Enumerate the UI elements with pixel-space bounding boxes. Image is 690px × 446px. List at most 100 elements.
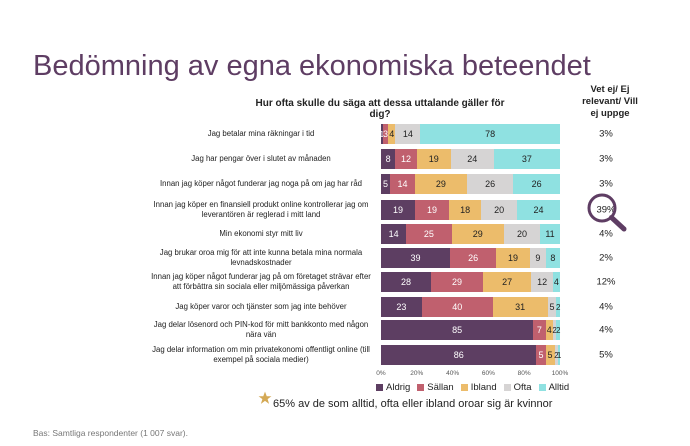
row-label: Jag köper varor och tjänster som jag int… <box>175 302 347 312</box>
bar-segment-alltid: 11 <box>540 224 560 244</box>
stacked-bar: 28 29 27 12 4 <box>381 272 560 292</box>
bar-segment-alltid: 26 <box>513 174 560 194</box>
row-label: Jag delar lösenord och PIN-kod för mitt … <box>153 320 369 339</box>
bar-segment-ofta: 20 <box>503 224 541 244</box>
legend-swatch <box>538 384 546 391</box>
dont-know-value: 3% <box>599 178 613 190</box>
legend-swatch <box>376 384 383 391</box>
bar-segment-aldrig: 1 <box>380 124 384 144</box>
bar-segment-ofta: 5 <box>547 297 557 317</box>
row-label: Jag brukar oroa mig för att inte kunna b… <box>159 248 363 267</box>
row-label: Jag har pengar över i slutet av månaden <box>191 154 331 164</box>
dont-know-value: 4% <box>599 228 613 240</box>
bar-segment-ofta: 26 <box>466 174 514 194</box>
bar-segment-sällan: 14 <box>389 174 415 194</box>
dont-know-value: 3% <box>599 128 613 140</box>
bar-segment-alltid: 4 <box>552 272 560 292</box>
bar-segment-ofta: 2 <box>554 345 559 365</box>
row-label: Jag delar information om min privatekono… <box>152 345 370 364</box>
x-tick-label: 0% <box>376 370 386 377</box>
bar-segment-aldrig: 28 <box>381 272 432 292</box>
bar-segment-ibland: 29 <box>414 174 467 194</box>
bar-segment-aldrig: 39 <box>381 248 451 268</box>
stacked-bar: 5 14 29 26 26 <box>381 174 560 194</box>
x-tick-label: 100% <box>551 370 569 377</box>
bar-segment-sällan: 3 <box>382 124 389 144</box>
bar-segment-ibland: 5 <box>545 345 555 365</box>
stacked-bar: 1341478 <box>380 124 560 144</box>
bar-segment-sällan: 26 <box>450 248 497 268</box>
bar-segment-ibland: 29 <box>451 224 504 244</box>
bar-segment-aldrig: 8 <box>381 149 396 169</box>
bar-segment-aldrig: 5 <box>381 174 390 194</box>
legend-item: Ofta <box>503 382 532 393</box>
magnifier-icon <box>587 193 627 232</box>
x-tick-label: 80% <box>517 370 531 377</box>
bar-segment-ibland: 19 <box>416 149 451 169</box>
bar-segment-alltid: 2 <box>556 320 560 340</box>
bar-segment-ofta: 14 <box>395 124 421 144</box>
dont-know-value: 3% <box>599 153 613 165</box>
x-tick-label: 60% <box>481 370 495 377</box>
legend-swatch <box>417 384 425 391</box>
legend-item: Alltid <box>538 382 570 393</box>
page-title: Bedömning av egna ekonomiska beteendet <box>33 50 591 82</box>
stacked-bar: 23 40 31 5 2 <box>381 297 560 317</box>
bar-segment-aldrig: 86 <box>381 345 537 365</box>
bar-segment-sällan: 29 <box>431 272 484 292</box>
bar-segment-alltid: 2 <box>556 297 560 317</box>
dont-know-value: 12% <box>596 276 616 288</box>
base-note: Bas: Samtliga respondenter (1 007 svar). <box>33 428 188 438</box>
legend-label: Ofta <box>513 382 532 393</box>
chart-question: Hur ofta skulle du säga att dessa uttala… <box>255 98 505 120</box>
row-label: Jag betalar mina räkningar i tid <box>207 129 315 139</box>
star-icon <box>258 391 272 404</box>
row-label: Innan jag köper en finansiell produkt on… <box>153 200 369 219</box>
legend-item: Ibland <box>460 382 497 393</box>
bar-segment-sällan: 25 <box>406 224 452 244</box>
x-tick-label: 20% <box>410 370 424 377</box>
legend-label: Ibland <box>470 382 497 393</box>
bar-segment-sällan: 7 <box>533 320 546 340</box>
bar-segment-aldrig: 19 <box>381 200 415 220</box>
stacked-bar: 85 7 4 2 2 <box>381 320 560 340</box>
bar-segment-alltid: 24 <box>517 200 560 220</box>
row-label: Innan jag köper något funderar jag på om… <box>151 272 371 291</box>
legend-label: Sällan <box>427 382 454 393</box>
stacked-bar: 39 26 19 9 8 <box>381 248 560 268</box>
bar-segment-alltid: 78 <box>420 124 560 144</box>
legend-swatch <box>503 384 511 391</box>
legend-label: Aldrig <box>386 382 411 393</box>
bar-segment-ibland: 19 <box>496 248 530 268</box>
legend-item: Aldrig <box>376 382 410 393</box>
row-label: Min ekonomi styr mitt liv <box>219 229 303 239</box>
dont-know-value: 2% <box>599 252 613 264</box>
row-label: Innan jag köper något funderar jag noga … <box>160 179 362 189</box>
legend-label: Alltid <box>548 382 570 393</box>
x-axis: 0% 20% 40% 60% 80% 100% <box>376 370 568 382</box>
bar-segment-ofta: 9 <box>529 248 546 268</box>
dont-know-value: 5% <box>599 349 613 361</box>
bar-segment-sällan: 5 <box>536 345 546 365</box>
dont-know-value: 4% <box>599 301 613 313</box>
footnote-note: 65% av de som alltid, ofta eller ibland … <box>273 398 553 410</box>
x-tick-label: 40% <box>446 370 460 377</box>
stacked-bar: 14 25 29 20 11 <box>381 224 560 244</box>
bar-segment-aldrig: 85 <box>381 320 534 340</box>
bar-segment-ofta: 2 <box>552 320 557 340</box>
bar-segment-sällan: 40 <box>421 297 493 317</box>
bar-segment-aldrig: 14 <box>381 224 407 244</box>
dont-know-value: 4% <box>599 324 613 336</box>
bar-segment-alltid: 1 <box>557 345 561 365</box>
stacked-bar: 86 5 5 2 1 <box>381 345 561 365</box>
dont-know-header: Vet ej/ Ej relevant/ Vill ej uppge <box>582 84 638 119</box>
bar-segment-ibland: 4 <box>388 124 396 144</box>
stacked-bar: 19 19 18 20 24 <box>381 200 560 220</box>
bar-segment-ofta: 20 <box>481 200 518 220</box>
legend-item: Sällan <box>417 382 454 393</box>
legend-swatch <box>460 384 468 391</box>
bar-segment-ibland: 27 <box>483 272 532 292</box>
bar-segment-alltid: 8 <box>545 248 560 268</box>
dont-know-value: 39% <box>596 204 616 216</box>
bar-segment-ofta: 24 <box>450 149 494 169</box>
